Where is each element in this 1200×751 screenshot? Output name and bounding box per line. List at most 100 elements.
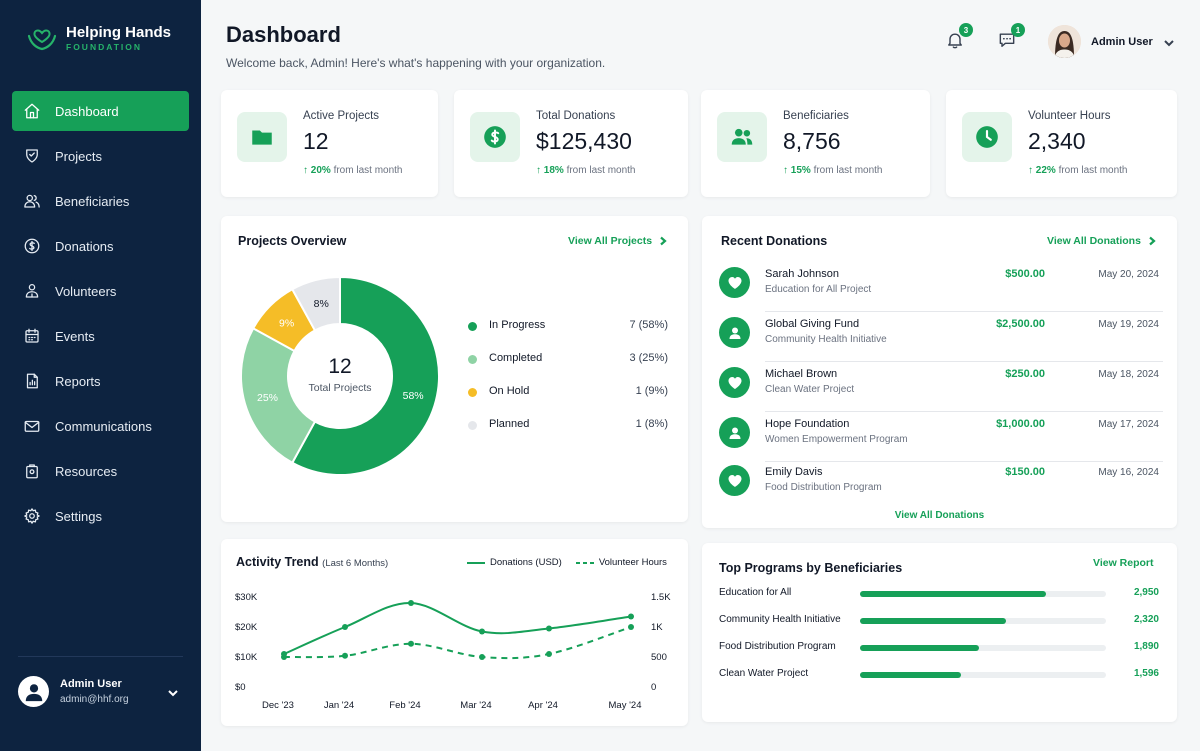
- sidebar-item-resources[interactable]: Resources: [12, 451, 189, 491]
- page-subtitle: Welcome back, Admin! Here's what's happe…: [226, 56, 606, 70]
- donation-program: Education for All Project: [765, 284, 872, 295]
- sidebar-item-reports[interactable]: Reports: [12, 361, 189, 401]
- legend-value: 1 (8%): [635, 418, 668, 430]
- chevron-right-icon: [660, 236, 667, 246]
- program-bar-track: [860, 618, 1106, 624]
- donut-slice-label: 9%: [279, 318, 294, 330]
- donation-program: Community Health Initiative: [765, 334, 887, 345]
- donation-row[interactable]: Global Giving Fund Community Health Initi…: [719, 312, 1163, 362]
- view-all-donations-footer-link[interactable]: View All Donations: [894, 510, 985, 521]
- brand[interactable]: Helping Hands FOUNDATION: [26, 22, 171, 54]
- sidebar-nav: Dashboard Projects Beneficiaries Donatio…: [12, 91, 189, 541]
- x-tick-label: Jan '24: [324, 700, 354, 711]
- sidebar-item-communications[interactable]: Communications: [12, 406, 189, 446]
- donations-line: [283, 601, 632, 655]
- sidebar-user[interactable]: Admin User admin@hhf.org: [18, 676, 129, 707]
- view-all-donations-link[interactable]: View All Donations: [1047, 235, 1157, 247]
- header-user-menu[interactable]: Admin User: [1048, 25, 1175, 58]
- stat-change: ↑ 22% from last month: [1028, 165, 1128, 176]
- sidebar-item-label: Projects: [55, 148, 102, 164]
- donor-name: Sarah Johnson: [765, 268, 839, 280]
- donut-center-label: Total Projects: [308, 382, 371, 394]
- donation-row[interactable]: Emily Davis Food Distribution Program $150…: [719, 460, 1159, 510]
- sidebar-item-label: Resources: [55, 463, 118, 479]
- recent-donations-card: Recent Donations View All Donations Sara…: [702, 216, 1177, 528]
- legend-hours: Volunteer Hours: [598, 557, 667, 568]
- sidebar-item-donations[interactable]: Donations: [12, 226, 189, 266]
- sidebar-item-dashboard[interactable]: Dashboard: [12, 91, 189, 131]
- row-divider: [765, 311, 1163, 312]
- user-icon: [719, 417, 750, 448]
- notification-badge: 3: [959, 23, 973, 37]
- chart-legend: Donations (USD) Volunteer Hours: [467, 557, 667, 568]
- card-title: Projects Overview: [238, 234, 347, 248]
- volunteer-hours-point: [281, 654, 287, 660]
- avatar: [18, 676, 49, 707]
- y-left-tick-label: $30K: [235, 592, 258, 603]
- donation-date: May 18, 2024: [1098, 369, 1159, 380]
- activity-trend-card: Activity Trend (Last 6 Months) Donations…: [221, 539, 688, 726]
- donation-date: May 16, 2024: [1098, 467, 1159, 478]
- program-bar-track: [860, 672, 1106, 678]
- donor-name: Global Giving Fund: [765, 318, 860, 330]
- brand-name: Helping Hands: [66, 23, 172, 41]
- activity-line-chart: $30K $20K $10K $0 1.5K 1K 500 0 Dec '23 Jan '24 Fe…: [235, 592, 671, 711]
- donation-row[interactable]: Michael Brown Clean Water Project $250.00 M…: [719, 362, 1163, 412]
- view-all-projects-link[interactable]: View All Projects: [568, 235, 668, 247]
- card-title: Recent Donations: [721, 234, 828, 248]
- donation-date: May 19, 2024: [1098, 319, 1159, 330]
- legend-label: Planned: [489, 418, 530, 430]
- sidebar-item-label: Events: [55, 328, 95, 344]
- donut-slice-planned: [290, 275, 341, 332]
- view-report-link[interactable]: View Report: [1093, 557, 1154, 569]
- sidebar-item-events[interactable]: Events: [12, 316, 189, 356]
- program-row: Clean Water Project 1,596: [719, 666, 1159, 684]
- donation-program: Clean Water Project: [765, 384, 855, 395]
- messages-button[interactable]: 1: [997, 23, 1025, 52]
- notifications-button[interactable]: 3: [945, 23, 973, 52]
- stat-label: Beneficiaries: [783, 110, 849, 122]
- stat-label: Active Projects: [303, 110, 380, 122]
- sidebar-item-beneficiaries[interactable]: Beneficiaries: [12, 181, 189, 221]
- donations-point: [342, 624, 348, 630]
- user-silhouette-icon: [25, 683, 42, 701]
- clock-icon: [962, 112, 1012, 162]
- user-photo-icon: [1048, 25, 1081, 58]
- sidebar-item-label: Beneficiaries: [55, 193, 130, 209]
- donor-name: Michael Brown: [765, 368, 838, 380]
- volunteer-icon: [22, 281, 42, 301]
- donations-point: [546, 625, 552, 632]
- sidebar-item-projects[interactable]: Projects: [12, 136, 189, 176]
- donation-amount: $250.00: [1005, 368, 1045, 380]
- donation-row[interactable]: Hope Foundation Women Empowerment Program…: [719, 412, 1163, 462]
- program-bar-fill: [860, 591, 1047, 597]
- legend-planned: Planned 1 (8%): [468, 417, 668, 433]
- stat-value: 2,340: [1028, 128, 1086, 154]
- heart-icon: [719, 465, 750, 496]
- donation-row[interactable]: Sarah Johnson Education for All Project $5…: [719, 262, 1163, 312]
- program-bar-fill: [860, 672, 961, 678]
- message-badge: 1: [1011, 23, 1025, 37]
- y-left-tick-label: $20K: [235, 622, 258, 633]
- legend-completed: Completed 3 (25%): [468, 351, 668, 367]
- folder-icon: [237, 112, 287, 162]
- sidebar-item-settings[interactable]: Settings: [12, 496, 189, 536]
- program-name: Clean Water Project: [719, 668, 809, 679]
- sidebar-item-label: Reports: [55, 373, 101, 389]
- brand-subtitle: FOUNDATION: [66, 41, 143, 52]
- program-bar-fill: [860, 618, 1007, 624]
- donation-amount: $150.00: [1005, 466, 1045, 478]
- people-icon: [717, 112, 767, 162]
- stat-card-active-projects: Active Projects 12 ↑ 20% from last month: [221, 90, 438, 197]
- chevron-down-icon[interactable]: [166, 686, 180, 700]
- legend-value: 7 (58%): [629, 319, 668, 331]
- donations-point: [479, 628, 485, 635]
- stat-label: Total Donations: [536, 110, 616, 122]
- sidebar-item-volunteers[interactable]: Volunteers: [12, 271, 189, 311]
- program-value: 2,950: [1133, 587, 1159, 598]
- hands-heart-logo-icon: [27, 29, 57, 51]
- mail-icon: [22, 416, 42, 436]
- legend-dot: [468, 355, 477, 364]
- legend-in-progress: In Progress 7 (58%): [468, 318, 668, 334]
- stat-card-volunteer-hours: Volunteer Hours 2,340 ↑ 22% from last mo…: [946, 90, 1177, 197]
